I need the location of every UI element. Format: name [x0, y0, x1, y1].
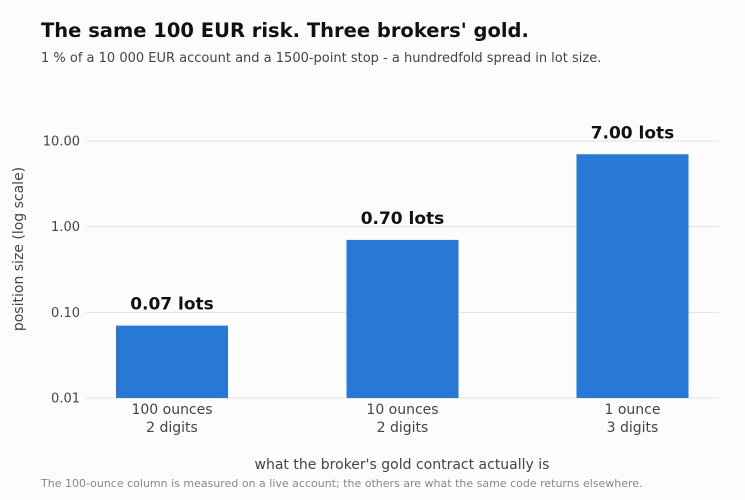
category-label: 2 digits — [377, 420, 429, 436]
category-label: 1 ounce — [605, 402, 661, 418]
y-tick-label: 1.00 — [51, 220, 80, 235]
y-tick-label: 0.01 — [51, 392, 80, 407]
bar — [346, 239, 459, 398]
y-tick-label: 10.00 — [43, 134, 80, 149]
category-label: 3 digits — [607, 420, 659, 436]
data-label: 7.00 lots — [591, 123, 675, 143]
data-label: 0.07 lots — [130, 295, 214, 315]
chart-title: The same 100 EUR risk. Three brokers' go… — [41, 19, 529, 42]
chart-subtitle: 1 % of a 10 000 EUR account and a 1500-p… — [41, 51, 602, 66]
data-label: 0.70 lots — [361, 209, 445, 229]
y-axis-title: position size (log scale) — [11, 167, 27, 331]
y-axis-ticks: 0.01 0.10 1.00 10.00 — [43, 134, 80, 406]
category-label: 10 ounces — [366, 402, 438, 418]
bars — [116, 154, 689, 398]
data-labels: 0.07 lots 0.70 lots 7.00 lots — [130, 123, 674, 314]
category-labels: 100 ounces 2 digits 10 ounces 2 digits 1 oun… — [131, 402, 660, 436]
y-tick-label: 0.10 — [51, 306, 80, 321]
bar — [116, 325, 228, 398]
x-axis-title: what the broker's gold contract actually… — [255, 457, 550, 473]
footnote: The 100-ounce column is measured on a li… — [41, 477, 643, 490]
bar — [576, 154, 689, 398]
category-label: 100 ounces — [131, 402, 212, 418]
category-label: 2 digits — [146, 420, 198, 436]
